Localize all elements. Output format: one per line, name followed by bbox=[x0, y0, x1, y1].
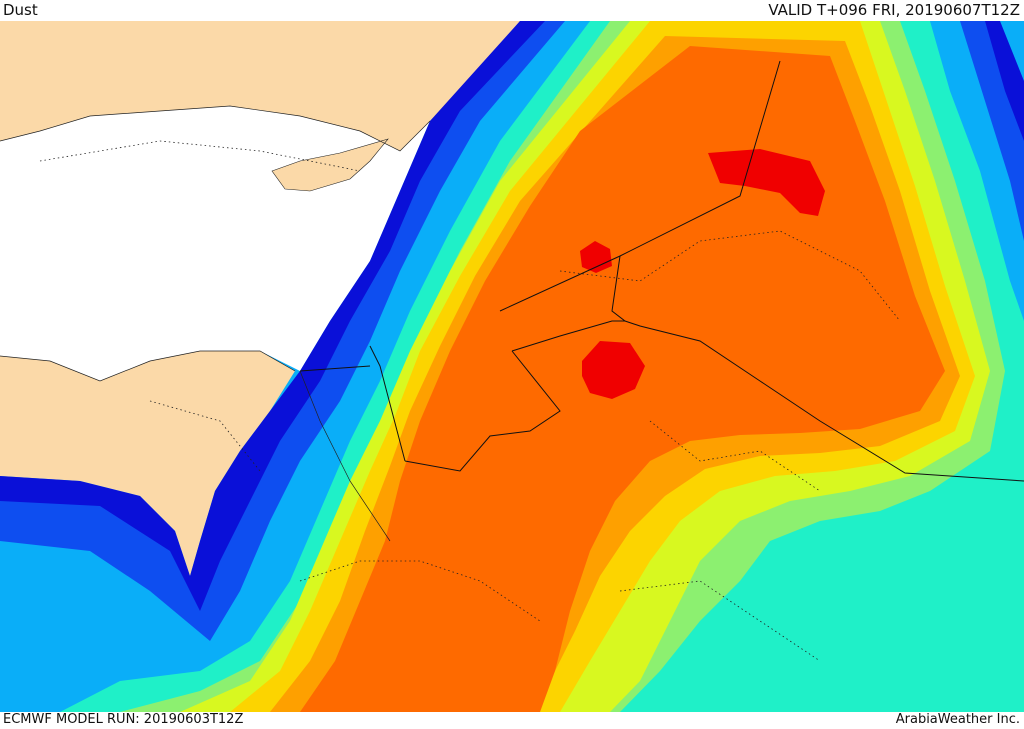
product-title: Dust bbox=[3, 1, 38, 19]
map-header: Dust VALID T+096 FRI, 20190607T12Z bbox=[0, 0, 1024, 21]
dust-level-10-small bbox=[580, 241, 612, 273]
land-egypt bbox=[0, 351, 295, 576]
dust-level-10-north bbox=[708, 149, 825, 216]
internal-boundaries bbox=[39, 140, 901, 662]
model-run-label: ECMWF MODEL RUN: 20190603T12Z bbox=[3, 712, 244, 727]
credit-label: ArabiaWeather Inc. bbox=[895, 712, 1020, 727]
land-turkey bbox=[0, 21, 520, 151]
border-lines bbox=[299, 60, 1024, 482]
coastlines bbox=[0, 105, 431, 542]
dust-level-10-center bbox=[582, 341, 645, 399]
dust-forecast-map[interactable] bbox=[0, 21, 1024, 712]
valid-time-label: VALID T+096 FRI, 20190607T12Z bbox=[768, 1, 1020, 19]
map-footer: ECMWF MODEL RUN: 20190603T12Z ArabiaWeat… bbox=[0, 712, 1024, 729]
